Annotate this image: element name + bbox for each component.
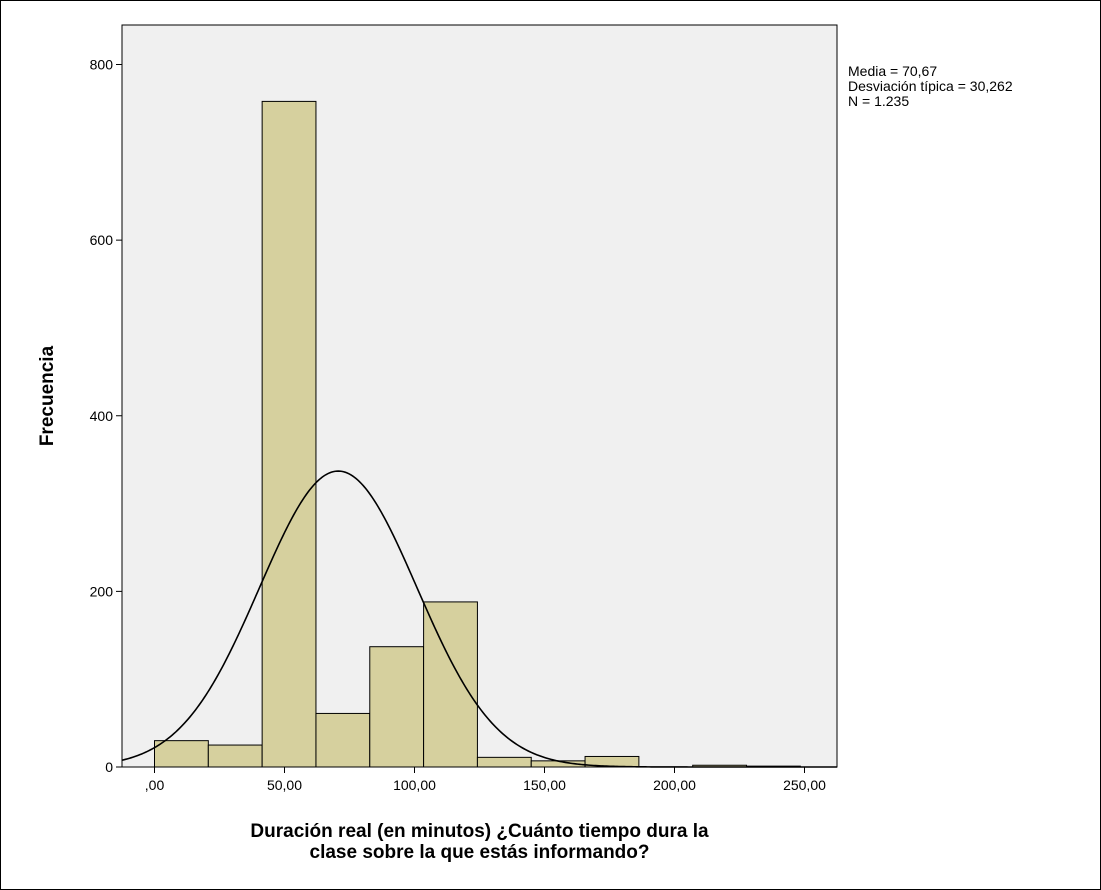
stats-std-dev: Desviación típica = 30,262 xyxy=(848,78,1013,94)
histogram-bar-4 xyxy=(369,646,425,768)
x-tick-label-200: 200,00 xyxy=(653,777,696,793)
x-axis-title-line-1: Duración real (en minutos) ¿Cuánto tiemp… xyxy=(250,821,709,842)
x-axis: ,00 50,00 100,00 150,00 200,00 250,00 xyxy=(145,767,826,793)
y-axis: 0 200 400 600 800 xyxy=(90,57,122,775)
x-tick-label-150: 150,00 xyxy=(523,777,566,793)
y-tick-label-600: 600 xyxy=(90,232,114,248)
histogram-bar-1 xyxy=(207,744,263,768)
normal-curve-group xyxy=(121,470,837,768)
stats-mean: Media = 70,67 xyxy=(848,63,937,79)
x-tick-label-0: ,00 xyxy=(145,777,165,793)
normal-curve xyxy=(121,470,837,768)
plot-area xyxy=(121,24,838,768)
y-tick-label-0: 0 xyxy=(105,759,113,775)
histogram-bar-0 xyxy=(154,740,209,768)
x-axis-title-line-2: clase sobre la que estás informando? xyxy=(310,842,650,863)
stats-n: N = 1.235 xyxy=(848,93,909,109)
bars xyxy=(154,100,801,768)
y-axis-title: Frecuencia xyxy=(37,345,58,446)
y-tick-label-800: 800 xyxy=(90,57,114,73)
histogram-bar-6 xyxy=(476,756,532,768)
histogram-bar-3 xyxy=(315,712,371,768)
y-tick-label-200: 200 xyxy=(90,583,114,599)
x-tick-label-50: 50,00 xyxy=(267,777,302,793)
x-tick-label-100: 100,00 xyxy=(393,777,436,793)
histogram-bar-2 xyxy=(261,100,317,768)
histogram-bar-5 xyxy=(423,601,478,768)
y-tick-label-400: 400 xyxy=(90,408,114,424)
x-tick-label-250: 250,00 xyxy=(783,777,826,793)
